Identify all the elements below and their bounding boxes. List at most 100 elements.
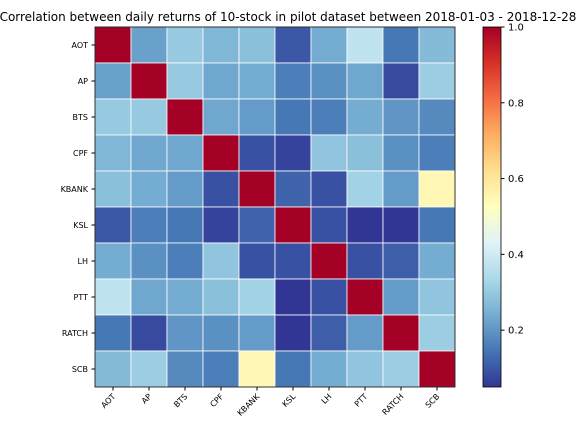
- heatmap-cell-SCB-KSL: [275, 351, 311, 387]
- heatmap-cell-AP-SCB: [419, 63, 455, 99]
- heatmap-cell-BTS-PTT: [347, 99, 383, 135]
- heatmap-cell-AP-PTT: [347, 63, 383, 99]
- heatmap-cell-AP-CPF: [203, 63, 239, 99]
- heatmap-cell-KSL-LH: [311, 207, 347, 243]
- heatmap-cell-KBANK-PTT: [347, 171, 383, 207]
- heatmap-cell-BTS-BTS: [167, 99, 203, 135]
- heatmap-cell-KBANK-CPF: [203, 171, 239, 207]
- x-tick-label: LH: [320, 392, 334, 406]
- heatmap-cell-LH-SCB: [419, 243, 455, 279]
- x-tick-label: SCB: [424, 392, 442, 410]
- colorbar-tick-label: 0.8: [508, 98, 524, 109]
- heatmap-cell-SCB-AP: [131, 351, 167, 387]
- heatmap-cell-PTT-PTT: [347, 279, 383, 315]
- heatmap-cell-CPF-BTS: [167, 135, 203, 171]
- heatmap-cell-SCB-SCB: [419, 351, 455, 387]
- x-tick-label: KBANK: [236, 392, 262, 418]
- heatmap-cell-PTT-KBANK: [239, 279, 275, 315]
- y-tick-label: SCB: [72, 365, 88, 374]
- y-axis-ticks: AOT AP BTS CPF KBANK KSL LH PTT RATCH SCB: [61, 41, 95, 374]
- heatmap-cell-CPF-LH: [311, 135, 347, 171]
- x-tick-label: CPF: [208, 392, 225, 409]
- heatmap-cell-SCB-CPF: [203, 351, 239, 387]
- heatmap-cell-AOT-BTS: [167, 27, 203, 63]
- heatmap-cell-RATCH-SCB: [419, 315, 455, 351]
- heatmap-cell-PTT-LH: [311, 279, 347, 315]
- heatmap-cell-PTT-RATCH: [383, 279, 419, 315]
- heatmap-cell-RATCH-KBANK: [239, 315, 275, 351]
- heatmap-cell-KBANK-KSL: [275, 171, 311, 207]
- heatmap-cell-BTS-SCB: [419, 99, 455, 135]
- heatmap-cell-KSL-SCB: [419, 207, 455, 243]
- heatmap-cell-SCB-BTS: [167, 351, 203, 387]
- heatmap-cell-BTS-CPF: [203, 99, 239, 135]
- heatmap-cell-KSL-AP: [131, 207, 167, 243]
- heatmap-cell-KSL-BTS: [167, 207, 203, 243]
- heatmap-cell-BTS-AP: [131, 99, 167, 135]
- heatmap-cell-AP-KBANK: [239, 63, 275, 99]
- heatmap-cell-RATCH-LH: [311, 315, 347, 351]
- heatmap-cell-AOT-CPF: [203, 27, 239, 63]
- colorbar: [483, 27, 501, 387]
- heatmap-cell-SCB-LH: [311, 351, 347, 387]
- heatmap-cell-BTS-LH: [311, 99, 347, 135]
- x-tick-label: KSL: [281, 392, 298, 409]
- heatmap-cell-KBANK-LH: [311, 171, 347, 207]
- heatmap-cell-LH-KSL: [275, 243, 311, 279]
- heatmap-cell-LH-LH: [311, 243, 347, 279]
- heatmap-cell-AOT-SCB: [419, 27, 455, 63]
- heatmap-cell-RATCH-RATCH: [383, 315, 419, 351]
- heatmap-cell-CPF-RATCH: [383, 135, 419, 171]
- heatmap-cell-CPF-KSL: [275, 135, 311, 171]
- y-tick-label: AP: [78, 77, 88, 86]
- heatmap-cell-LH-BTS: [167, 243, 203, 279]
- x-tick-label: PTT: [353, 392, 370, 409]
- heatmap-cell-KBANK-BTS: [167, 171, 203, 207]
- y-tick-label: CPF: [73, 149, 88, 158]
- y-tick-label: AOT: [71, 41, 88, 50]
- heatmap-cell-LH-RATCH: [383, 243, 419, 279]
- heatmap-cell-KBANK-AOT: [95, 171, 131, 207]
- y-tick-label: LH: [78, 257, 88, 266]
- heatmap-cell-AOT-RATCH: [383, 27, 419, 63]
- heatmap-cell-KSL-KBANK: [239, 207, 275, 243]
- x-tick-label: BTS: [172, 392, 189, 409]
- heatmap-cell-KBANK-SCB: [419, 171, 455, 207]
- heatmap-cell-SCB-AOT: [95, 351, 131, 387]
- heatmap-cell-AOT-KBANK: [239, 27, 275, 63]
- heatmap-cell-PTT-AP: [131, 279, 167, 315]
- heatmap-cell-BTS-RATCH: [383, 99, 419, 135]
- heatmap-cell-KSL-KSL: [275, 207, 311, 243]
- heatmap-cell-SCB-KBANK: [239, 351, 275, 387]
- heatmap-cell-RATCH-AP: [131, 315, 167, 351]
- heatmap-cell-KBANK-AP: [131, 171, 167, 207]
- y-tick-label: KBANK: [61, 185, 89, 194]
- heatmap-cell-AP-LH: [311, 63, 347, 99]
- heatmap-cell-AOT-PTT: [347, 27, 383, 63]
- heatmap-cell-CPF-PTT: [347, 135, 383, 171]
- heatmap-cell-PTT-AOT: [95, 279, 131, 315]
- heatmap-cell-AP-AOT: [95, 63, 131, 99]
- heatmap-cell-RATCH-BTS: [167, 315, 203, 351]
- heatmap-cell-BTS-KBANK: [239, 99, 275, 135]
- heatmap-cell-CPF-KBANK: [239, 135, 275, 171]
- y-tick-label: PTT: [74, 293, 89, 302]
- heatmap-cell-KSL-RATCH: [383, 207, 419, 243]
- heatmap-cell-PTT-BTS: [167, 279, 203, 315]
- heatmap-cell-CPF-AP: [131, 135, 167, 171]
- heatmap-cell-SCB-PTT: [347, 351, 383, 387]
- heatmap-cell-RATCH-KSL: [275, 315, 311, 351]
- heatmap-cell-AP-RATCH: [383, 63, 419, 99]
- colorbar-tick-label: 1.0: [508, 23, 524, 34]
- heatmap-cell-CPF-CPF: [203, 135, 239, 171]
- heatmap-cell-KBANK-RATCH: [383, 171, 419, 207]
- x-tick-label: AP: [140, 392, 154, 406]
- heatmap-cell-LH-AOT: [95, 243, 131, 279]
- heatmap-cell-RATCH-AOT: [95, 315, 131, 351]
- heatmap-cell-RATCH-CPF: [203, 315, 239, 351]
- heatmap-cell-CPF-AOT: [95, 135, 131, 171]
- heatmap-cell-LH-AP: [131, 243, 167, 279]
- heatmap-cell-KSL-CPF: [203, 207, 239, 243]
- heatmap-cell-PTT-CPF: [203, 279, 239, 315]
